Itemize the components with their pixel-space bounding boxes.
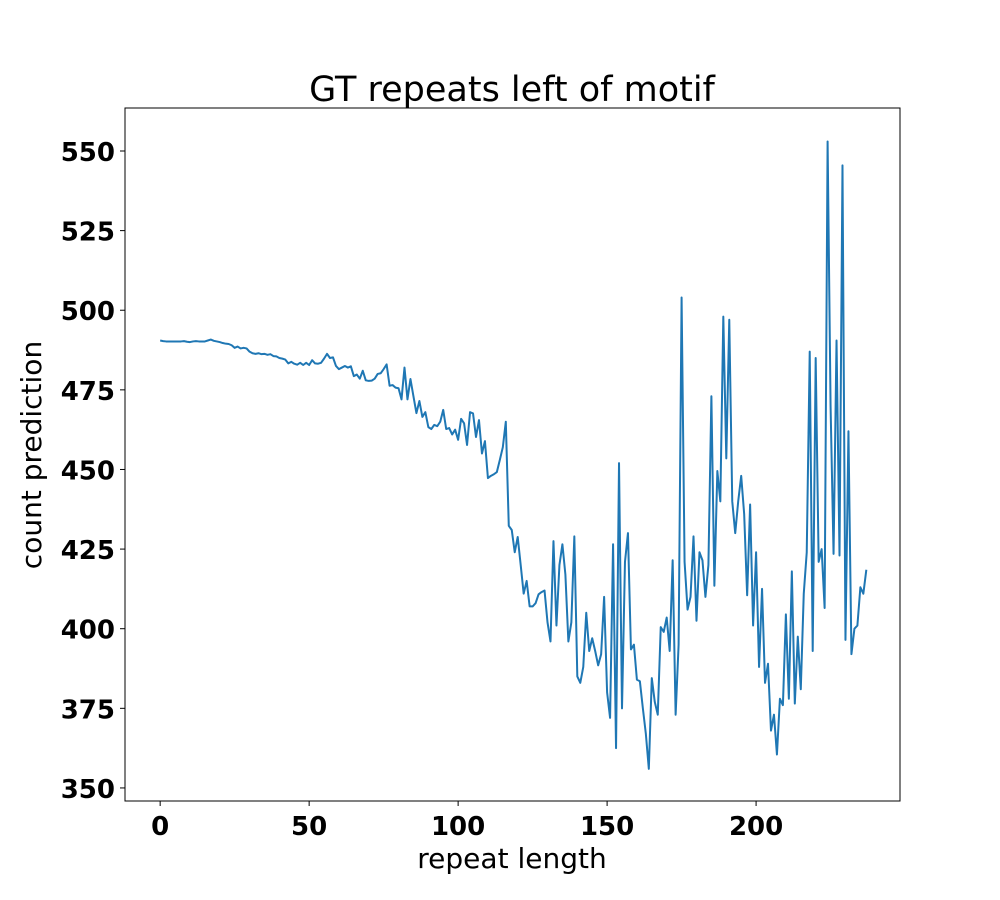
x-axis-label: repeat length [417,842,606,875]
x-tick-label: 150 [580,812,634,842]
y-tick-label: 475 [61,377,115,407]
x-tick-label: 0 [151,812,169,842]
y-tick-label: 550 [61,138,115,168]
y-tick-label: 425 [61,536,115,566]
x-tick-label: 100 [431,812,485,842]
y-tick-label: 450 [61,456,115,486]
y-tick-label: 400 [61,616,115,646]
y-tick-label: 500 [61,297,115,327]
y-tick-label: 350 [61,775,115,805]
y-tick-label: 525 [61,218,115,248]
x-tick-label: 50 [291,812,327,842]
x-tick-label: 200 [729,812,783,842]
series-line-0 [159,140,868,770]
y-axis-label: count prediction [15,341,48,569]
plot-frame [124,107,901,802]
chart-title: GT repeats left of motif [309,70,715,110]
plot-area: 0 50 100 150 200 350 375 400 425 450 475 500 525 550 [61,107,901,842]
y-tick-label: 375 [61,695,115,725]
